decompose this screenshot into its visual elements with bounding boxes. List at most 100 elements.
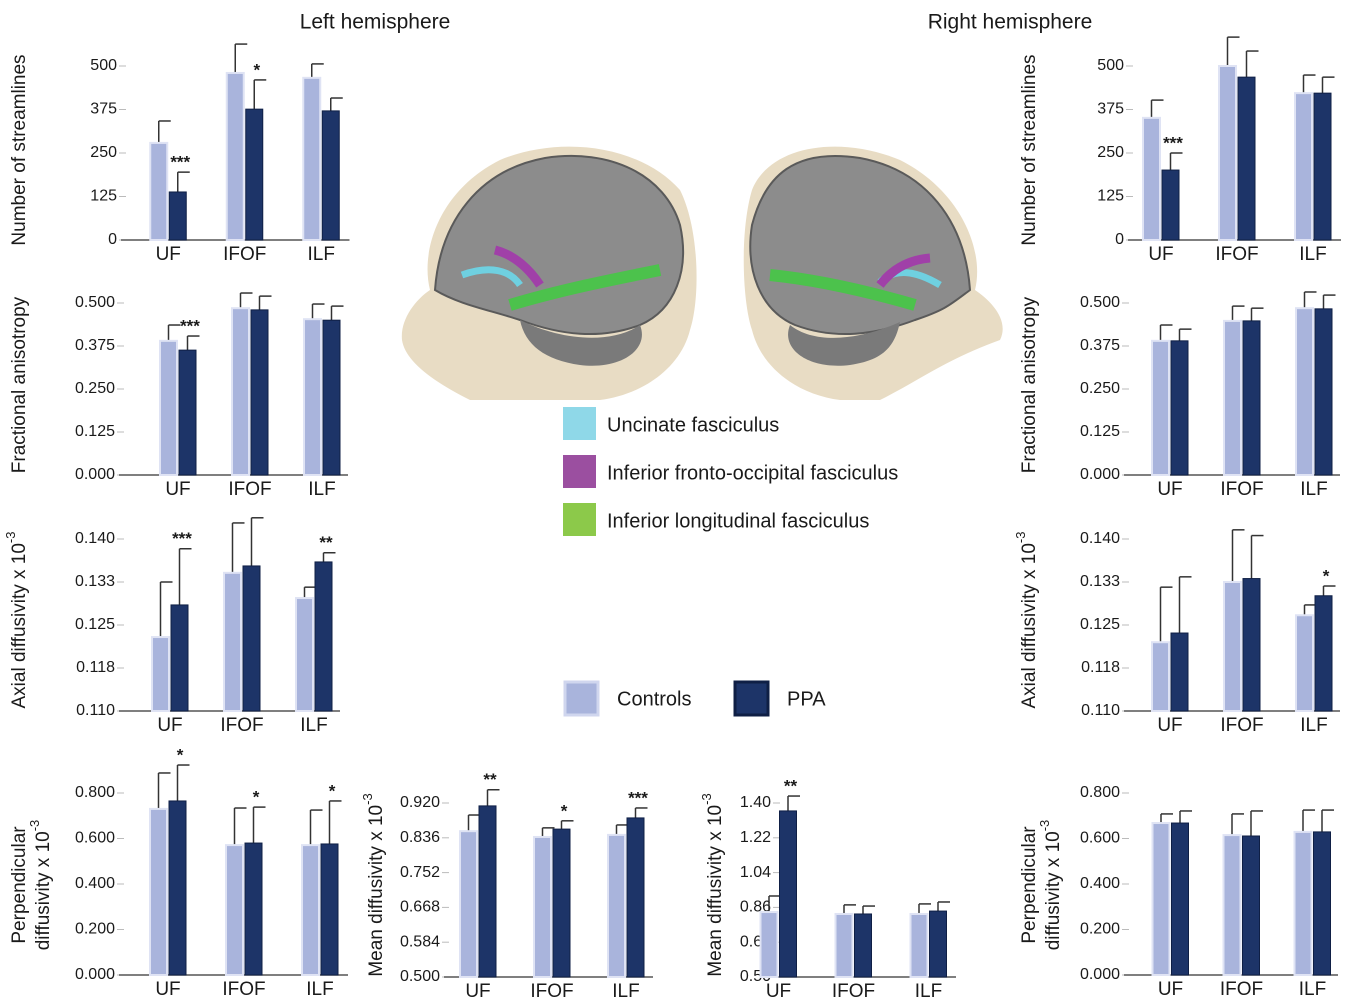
y-axis-label-text: diffusivity x 10 bbox=[1043, 831, 1064, 950]
bar bbox=[1223, 581, 1242, 712]
y-tick-label: 1.04 bbox=[740, 864, 771, 881]
significance: * bbox=[1323, 566, 1330, 585]
x-tick-label: IFOF bbox=[1215, 244, 1258, 265]
y-tick-label: 0.000 bbox=[1080, 966, 1120, 983]
chart-panel: 0.000 0.125 0.250 0.375 0.500 Fractional anis… bbox=[9, 292, 348, 500]
bar bbox=[626, 817, 645, 978]
chart-panel: 0.500 0.584 0.668 0.752 0.836 0.920 Mean diffu… bbox=[360, 770, 653, 1002]
bar bbox=[302, 76, 322, 241]
bar bbox=[1242, 835, 1260, 976]
y-tick-label: 375 bbox=[1097, 101, 1124, 118]
x-tick-label: UF bbox=[1157, 715, 1182, 736]
bar bbox=[1293, 830, 1313, 977]
bar bbox=[607, 833, 626, 979]
x-tick-label: UF bbox=[156, 244, 181, 265]
y-tick-label: 0.668 bbox=[400, 899, 440, 916]
y-axis-label-exponent: -3 bbox=[3, 531, 18, 543]
y-tick-label: 375 bbox=[90, 101, 117, 118]
x-tick-label: ILF bbox=[300, 715, 327, 736]
bar bbox=[250, 309, 269, 476]
legend-label: Inferior longitudinal fasciculus bbox=[607, 510, 869, 532]
bar bbox=[854, 913, 872, 978]
y-tick-label: 0.500 bbox=[75, 294, 115, 311]
bar bbox=[231, 307, 250, 476]
legend-label: Inferior fronto-occipital fasciculus bbox=[607, 462, 898, 484]
y-axis-label: Fractional anisotropy bbox=[1019, 296, 1040, 473]
header: Right hemisphere bbox=[928, 11, 1093, 34]
x-tick-label: UF bbox=[1158, 979, 1183, 1000]
y-axis-label-text: Perpendicular bbox=[9, 826, 30, 944]
y-axis-label-exponent: -3 bbox=[1037, 820, 1052, 832]
brain-left bbox=[401, 146, 697, 400]
y-tick-label: 0.375 bbox=[1080, 337, 1120, 354]
x-tick-label: ILF bbox=[308, 244, 335, 265]
y-axis-label-text: Axial diffusivity x 10 bbox=[1019, 543, 1040, 708]
bar bbox=[168, 800, 187, 976]
y-tick-label: 0 bbox=[108, 231, 117, 248]
x-tick-label: IFOF bbox=[1220, 715, 1263, 736]
significance: *** bbox=[180, 317, 200, 336]
bar bbox=[834, 912, 854, 978]
y-tick-label: 500 bbox=[1097, 57, 1124, 74]
y-tick-label: 0.584 bbox=[400, 933, 440, 950]
bar bbox=[909, 912, 929, 978]
bar bbox=[225, 71, 245, 241]
bar bbox=[225, 844, 244, 976]
bar bbox=[1151, 641, 1170, 713]
bar bbox=[321, 110, 340, 241]
bar bbox=[759, 911, 779, 978]
y-tick-label: 0.125 bbox=[75, 423, 115, 440]
bar bbox=[1170, 632, 1189, 712]
y-axis-label-text: Number of streamlines bbox=[9, 54, 30, 245]
y-tick-label: 0.752 bbox=[400, 864, 440, 881]
y-tick-label: 125 bbox=[90, 188, 117, 205]
y-tick-label: 0.000 bbox=[75, 466, 115, 483]
y-tick-label: 125 bbox=[1097, 188, 1124, 205]
y-tick-label: 0.118 bbox=[1081, 659, 1120, 676]
y-axis-label-text: Perpendicular bbox=[1019, 826, 1040, 944]
y-tick-label: 0.250 bbox=[75, 380, 115, 397]
bar bbox=[1142, 116, 1161, 241]
y-tick-label: 0.118 bbox=[76, 659, 115, 676]
bar bbox=[322, 319, 341, 476]
bar bbox=[295, 597, 314, 713]
y-axis-label: Mean diffusivity x 10-3 bbox=[360, 793, 387, 976]
legend-swatch bbox=[563, 503, 596, 536]
chart-panel: 0.110 0.118 0.125 0.133 0.140 Axial diffusivi… bbox=[1013, 529, 1340, 736]
bar bbox=[301, 844, 320, 976]
significance: ** bbox=[784, 777, 798, 796]
chart-panel: 0.000 0.125 0.250 0.375 0.500 Fractional anis… bbox=[1019, 291, 1340, 500]
legend-swatch bbox=[563, 455, 596, 488]
bar bbox=[223, 571, 242, 712]
y-tick-label: 0.500 bbox=[400, 968, 440, 985]
bar bbox=[320, 843, 339, 976]
significance: *** bbox=[172, 529, 192, 548]
bar bbox=[1170, 340, 1189, 476]
x-tick-label: IFOF bbox=[222, 979, 265, 1000]
x-tick-label: IFOF bbox=[223, 244, 266, 265]
y-tick-label: 0.836 bbox=[400, 829, 440, 846]
header: Left hemisphere bbox=[300, 11, 451, 34]
chart-panel: 0.000 0.200 0.400 0.600 0.800 Perpendicular di… bbox=[9, 746, 348, 1000]
y-tick-label: 0.600 bbox=[75, 830, 115, 847]
legend-label: Uncinate fasciculus bbox=[607, 414, 779, 436]
y-tick-label: 0.250 bbox=[1080, 380, 1120, 397]
bar bbox=[1171, 822, 1189, 976]
bar bbox=[170, 604, 189, 712]
y-tick-label: 0.140 bbox=[1080, 530, 1120, 547]
x-tick-label: UF bbox=[165, 479, 190, 500]
y-tick-label: 0.920 bbox=[400, 794, 440, 811]
x-tick-label: IFOF bbox=[1220, 479, 1263, 500]
y-axis-label: diffusivity x 10-3 bbox=[27, 820, 54, 951]
bar bbox=[552, 828, 571, 978]
bar bbox=[244, 842, 263, 976]
y-axis-label-text: Fractional anisotropy bbox=[1019, 296, 1040, 473]
x-tick-label: ILF bbox=[1299, 244, 1326, 265]
significance: ** bbox=[483, 770, 497, 789]
legend-label: Controls bbox=[617, 688, 691, 710]
y-tick-label: 0.200 bbox=[1080, 921, 1120, 938]
significance: * bbox=[253, 788, 260, 807]
bar bbox=[303, 318, 322, 476]
y-tick-label: 0.800 bbox=[75, 784, 115, 801]
